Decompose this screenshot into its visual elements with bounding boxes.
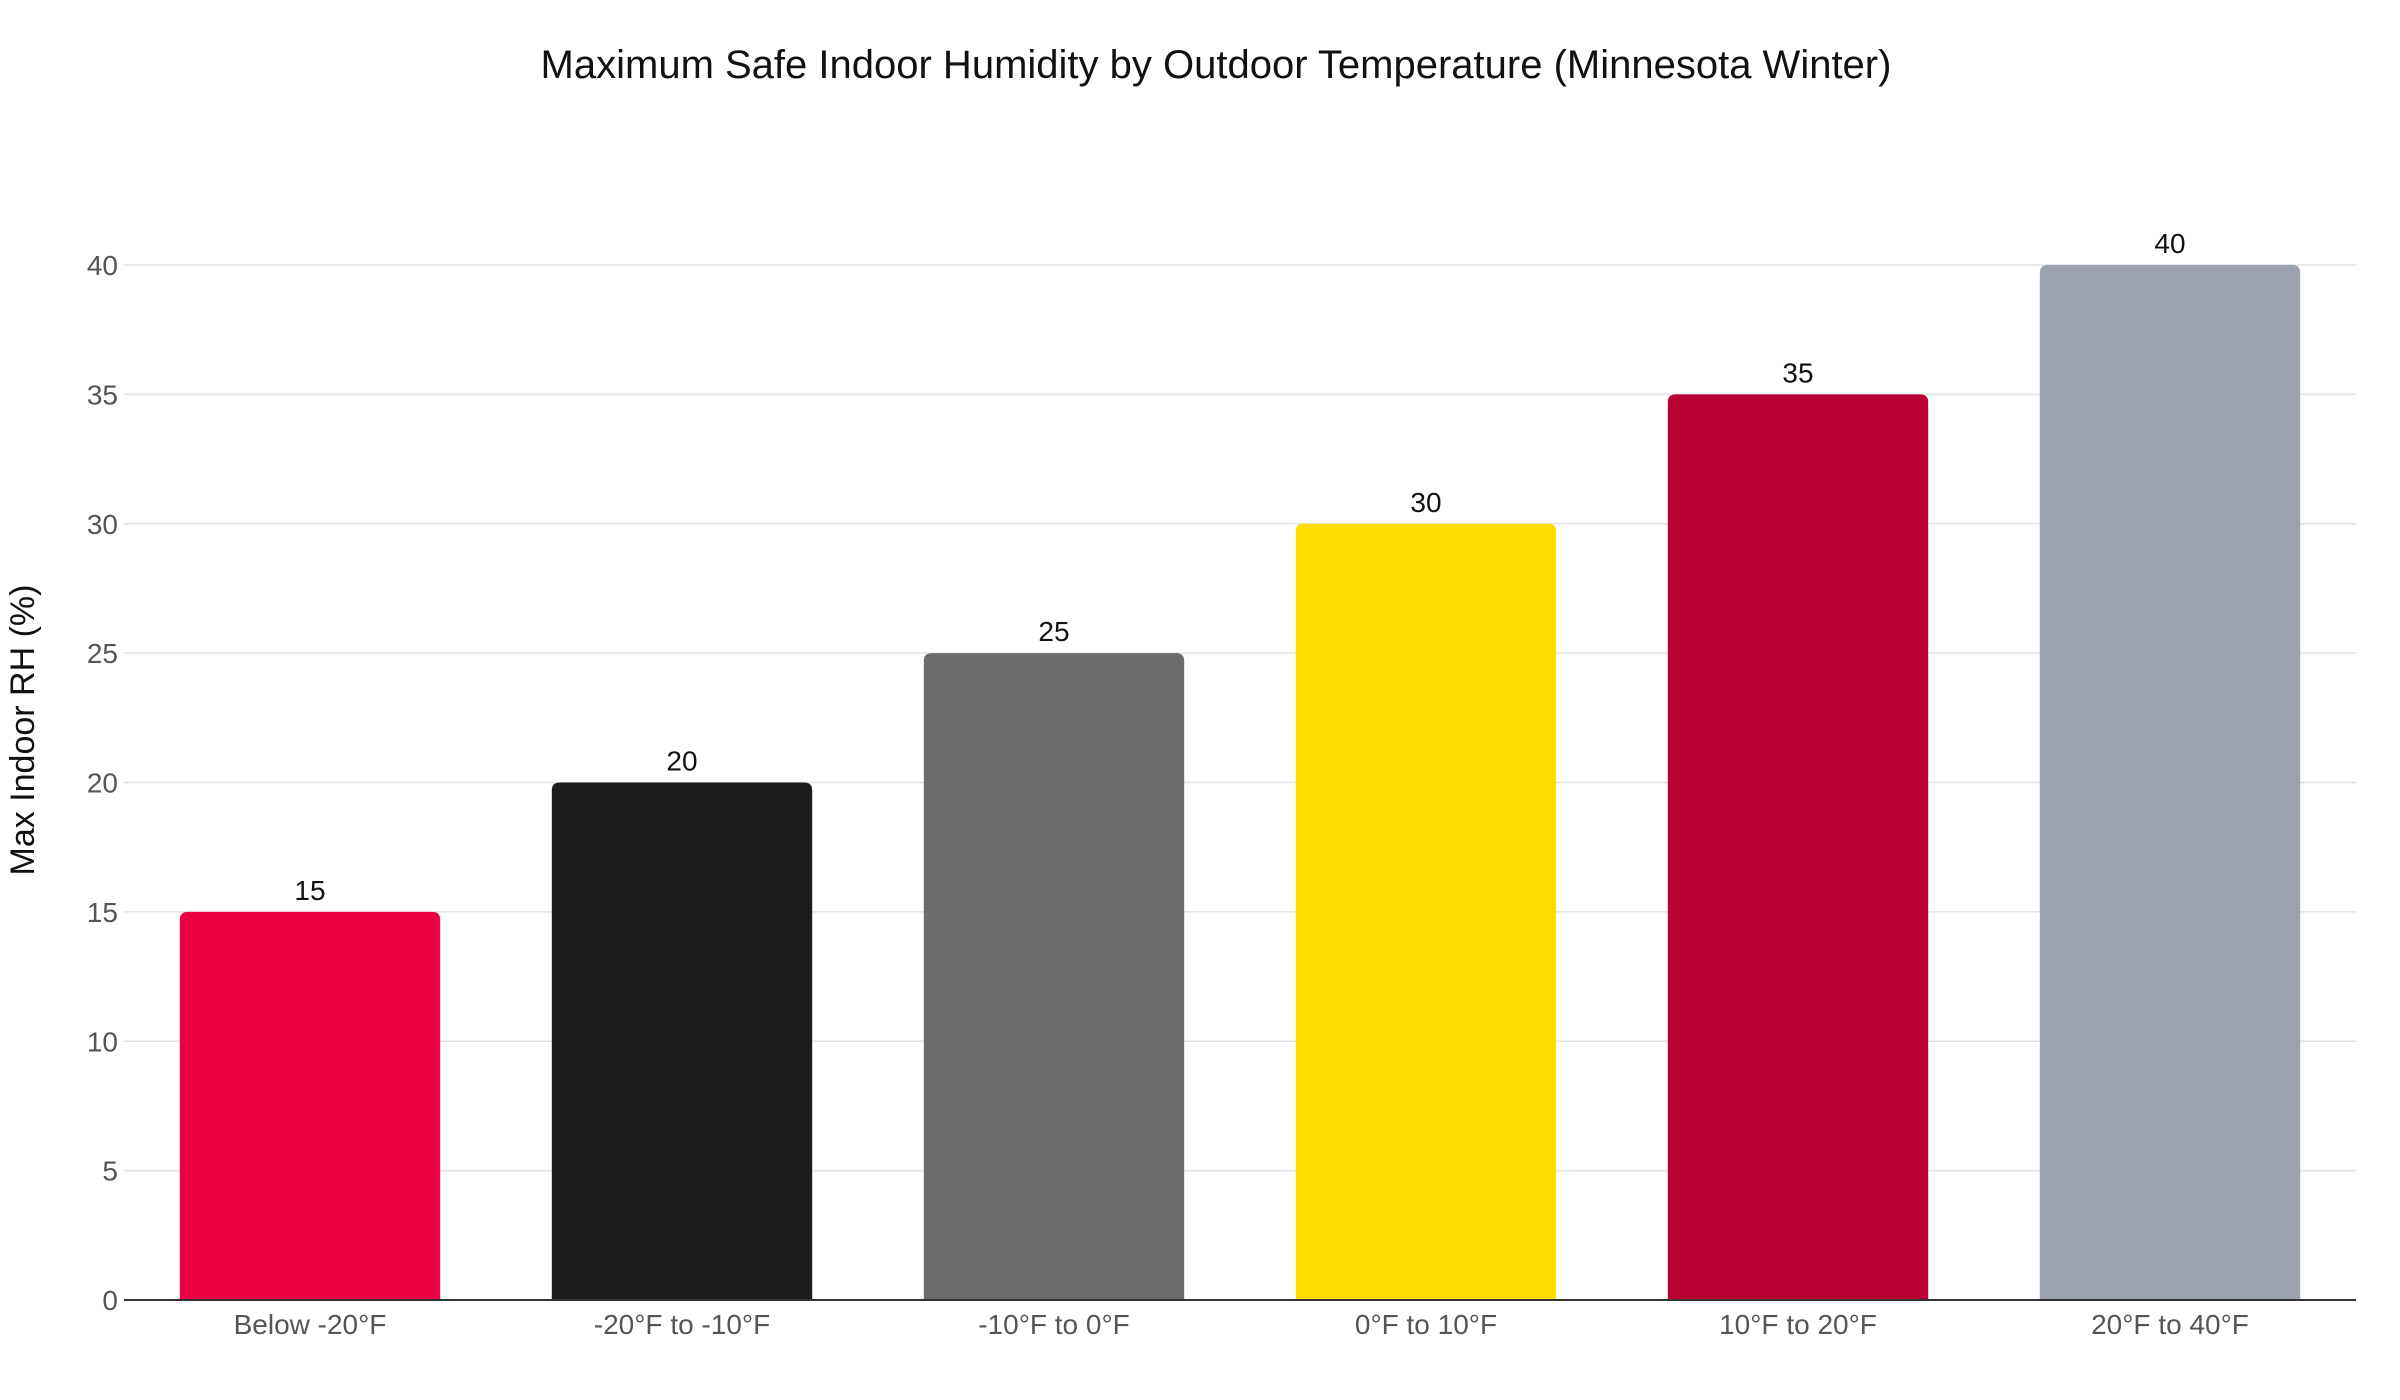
data-label-4: 35 xyxy=(1782,357,1813,388)
y-axis-title: Max Indoor RH (%) xyxy=(4,585,42,876)
x-tick-label-0: Below -20°F xyxy=(234,1309,387,1340)
y-tick-label: 25 xyxy=(87,638,118,669)
chart-title: Maximum Safe Indoor Humidity by Outdoor … xyxy=(541,43,1892,87)
bars xyxy=(179,265,2301,1300)
data-label-2: 25 xyxy=(1038,616,1069,647)
x-axis-ticks: Below -20°F -20°F to -10°F -10°F to 0°F 0°F… xyxy=(234,1309,2249,1340)
bar-1 xyxy=(551,782,813,1300)
data-label-1: 20 xyxy=(666,746,697,777)
x-tick-label-5: 20°F to 40°F xyxy=(2091,1309,2249,1340)
data-label-3: 30 xyxy=(1410,487,1441,518)
bar-3 xyxy=(1295,523,1557,1300)
x-tick-label-1: -20°F to -10°F xyxy=(594,1309,770,1340)
y-tick-label: 35 xyxy=(87,379,118,410)
y-tick-label: 20 xyxy=(87,768,118,799)
y-axis-ticks: 0 5 10 15 20 25 30 35 40 xyxy=(87,250,118,1316)
data-labels: 15 20 25 30 35 40 xyxy=(294,228,2185,906)
bar-0 xyxy=(179,911,441,1300)
gridlines xyxy=(124,264,2356,1172)
y-tick-label: 0 xyxy=(102,1285,118,1316)
bar-2 xyxy=(923,653,1185,1300)
x-tick-label-4: 10°F to 20°F xyxy=(1719,1309,1877,1340)
bar-5 xyxy=(2039,265,2301,1300)
x-tick-label-3: 0°F to 10°F xyxy=(1355,1309,1497,1340)
data-label-5: 40 xyxy=(2154,228,2185,259)
y-tick-label: 10 xyxy=(87,1026,118,1057)
y-tick-label: 40 xyxy=(87,250,118,281)
y-tick-label: 15 xyxy=(87,897,118,928)
bar-4 xyxy=(1667,394,1929,1300)
y-tick-label: 5 xyxy=(102,1156,118,1187)
data-label-0: 15 xyxy=(294,875,325,906)
y-tick-label: 30 xyxy=(87,509,118,540)
x-tick-label-2: -10°F to 0°F xyxy=(978,1309,1130,1340)
